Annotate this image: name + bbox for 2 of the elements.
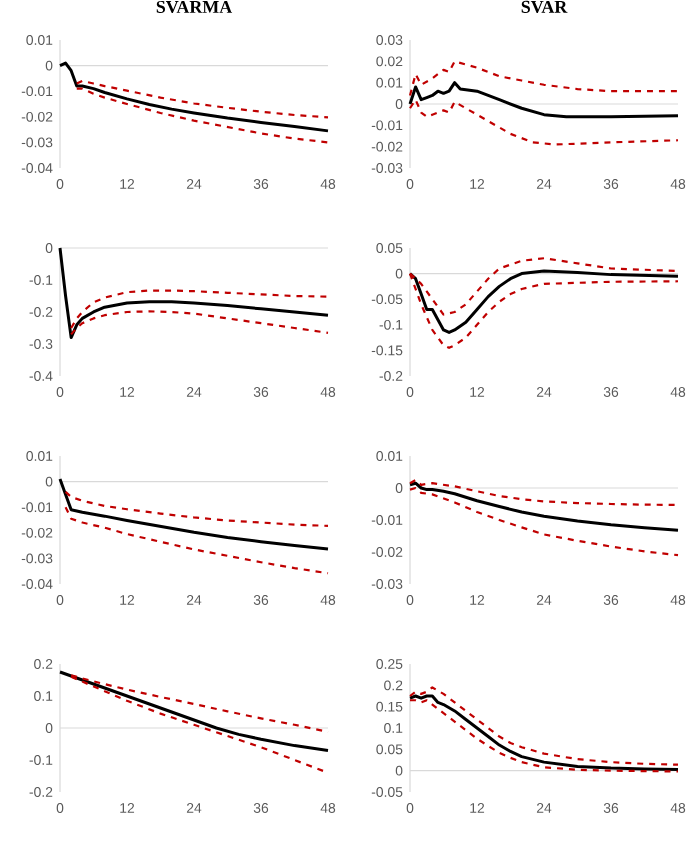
- chart-title: SVAR: [521, 0, 568, 14]
- chart-title: SVARMA: [156, 0, 233, 14]
